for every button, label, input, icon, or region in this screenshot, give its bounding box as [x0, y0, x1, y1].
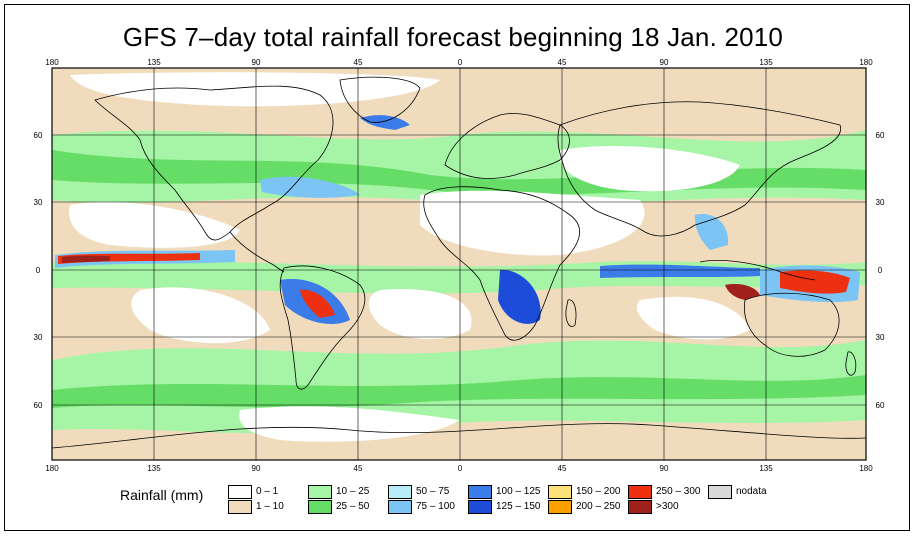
- europe-outline: [444, 113, 570, 179]
- new-zealand-outline: [845, 351, 857, 376]
- legend-swatch: [548, 485, 572, 499]
- south-america-outline: [279, 265, 366, 390]
- continent-outlines: [51, 76, 867, 449]
- bottom-lon-labels: 180 135 90 45 0 45 90 135 180: [45, 464, 873, 473]
- top-lon-label: 45: [354, 58, 363, 67]
- bottom-lon-label: 0: [458, 464, 463, 473]
- legend-label: 250 – 300: [656, 486, 701, 497]
- dry-zones: [69, 72, 750, 442]
- legend-swatch: [388, 500, 412, 514]
- legend-label: nodata: [736, 486, 767, 497]
- graticule: [52, 68, 866, 460]
- bottom-lon-label: 135: [147, 464, 161, 473]
- legend-label: >300: [656, 501, 679, 512]
- top-lon-label: 45: [558, 58, 567, 67]
- legend-label: 50 – 75: [416, 486, 450, 497]
- legend-swatch: [628, 485, 652, 499]
- rainfall-map: 180 135 90 45 0 45 90 135 180 180 135 90…: [34, 58, 885, 473]
- right-lat-label: 0: [878, 266, 883, 275]
- legend-swatch: [388, 485, 412, 499]
- legend-swatch: [548, 500, 572, 514]
- bottom-lon-label: 45: [558, 464, 567, 473]
- legend-label: 10 – 25: [336, 486, 370, 497]
- left-lat-label: 0: [36, 266, 41, 275]
- legend-label: 25 – 50: [336, 501, 370, 512]
- top-lon-label: 135: [147, 58, 161, 67]
- legend-swatch: [228, 485, 252, 499]
- legend-label: 125 – 150: [496, 501, 541, 512]
- top-lon-labels: 180 135 90 45 0 45 90 135 180: [45, 58, 873, 67]
- legend-swatch: [308, 485, 332, 499]
- bottom-lon-label: 135: [759, 464, 773, 473]
- heavy-rain-patches: [55, 115, 860, 325]
- legend-swatch: [468, 500, 492, 514]
- top-lon-label: 90: [252, 58, 261, 67]
- right-lat-label: 60: [876, 131, 885, 140]
- right-lat-label: 30: [876, 198, 885, 207]
- asia-outline: [557, 101, 841, 237]
- legend-label: 150 – 200: [576, 486, 621, 497]
- left-lat-labels: 60 30 0 30 60: [34, 131, 43, 410]
- left-lat-label: 60: [34, 131, 43, 140]
- africa-outline: [423, 186, 581, 341]
- north-america-outline: [94, 85, 334, 241]
- top-lon-label: 90: [660, 58, 669, 67]
- bottom-lon-label: 90: [252, 464, 261, 473]
- right-lat-label: 30: [876, 333, 885, 342]
- figure-frame: [4, 4, 910, 531]
- madagascar-outline: [565, 299, 577, 327]
- legend-label: 1 – 10: [256, 501, 284, 512]
- bottom-lon-label: 90: [660, 464, 669, 473]
- bottom-lon-label: 180: [859, 464, 873, 473]
- left-lat-label: 30: [34, 198, 43, 207]
- right-lat-label: 60: [876, 401, 885, 410]
- rain-belts: [52, 130, 866, 434]
- top-lon-label: 0: [458, 58, 463, 67]
- bottom-lon-label: 45: [354, 464, 363, 473]
- antarctica-outline: [51, 423, 867, 449]
- left-lat-label: 60: [34, 401, 43, 410]
- greenland-outline: [339, 76, 421, 123]
- top-lon-label: 180: [45, 58, 59, 67]
- top-lon-label: 180: [859, 58, 873, 67]
- legend-swatch: [468, 485, 492, 499]
- legend-label: 0 – 1: [256, 486, 279, 497]
- left-lat-label: 30: [34, 333, 43, 342]
- legend-swatch: [708, 485, 732, 499]
- legend-label: 75 – 100: [416, 501, 455, 512]
- map-title: GFS 7–day total rainfall forecast beginn…: [122, 22, 784, 52]
- legend-title: Rainfall (mm): [120, 487, 204, 503]
- bottom-lon-label: 180: [45, 464, 59, 473]
- right-lat-labels: 60 30 0 30 60: [876, 131, 885, 410]
- map-border: [51, 67, 867, 461]
- legend-swatch: [228, 500, 252, 514]
- legend-swatch: [628, 500, 652, 514]
- top-lon-label: 135: [759, 58, 773, 67]
- legend-label: 200 – 250: [576, 501, 621, 512]
- legend-label: 100 – 125: [496, 486, 541, 497]
- central-america-outline: [229, 231, 285, 273]
- legend-swatch: [308, 500, 332, 514]
